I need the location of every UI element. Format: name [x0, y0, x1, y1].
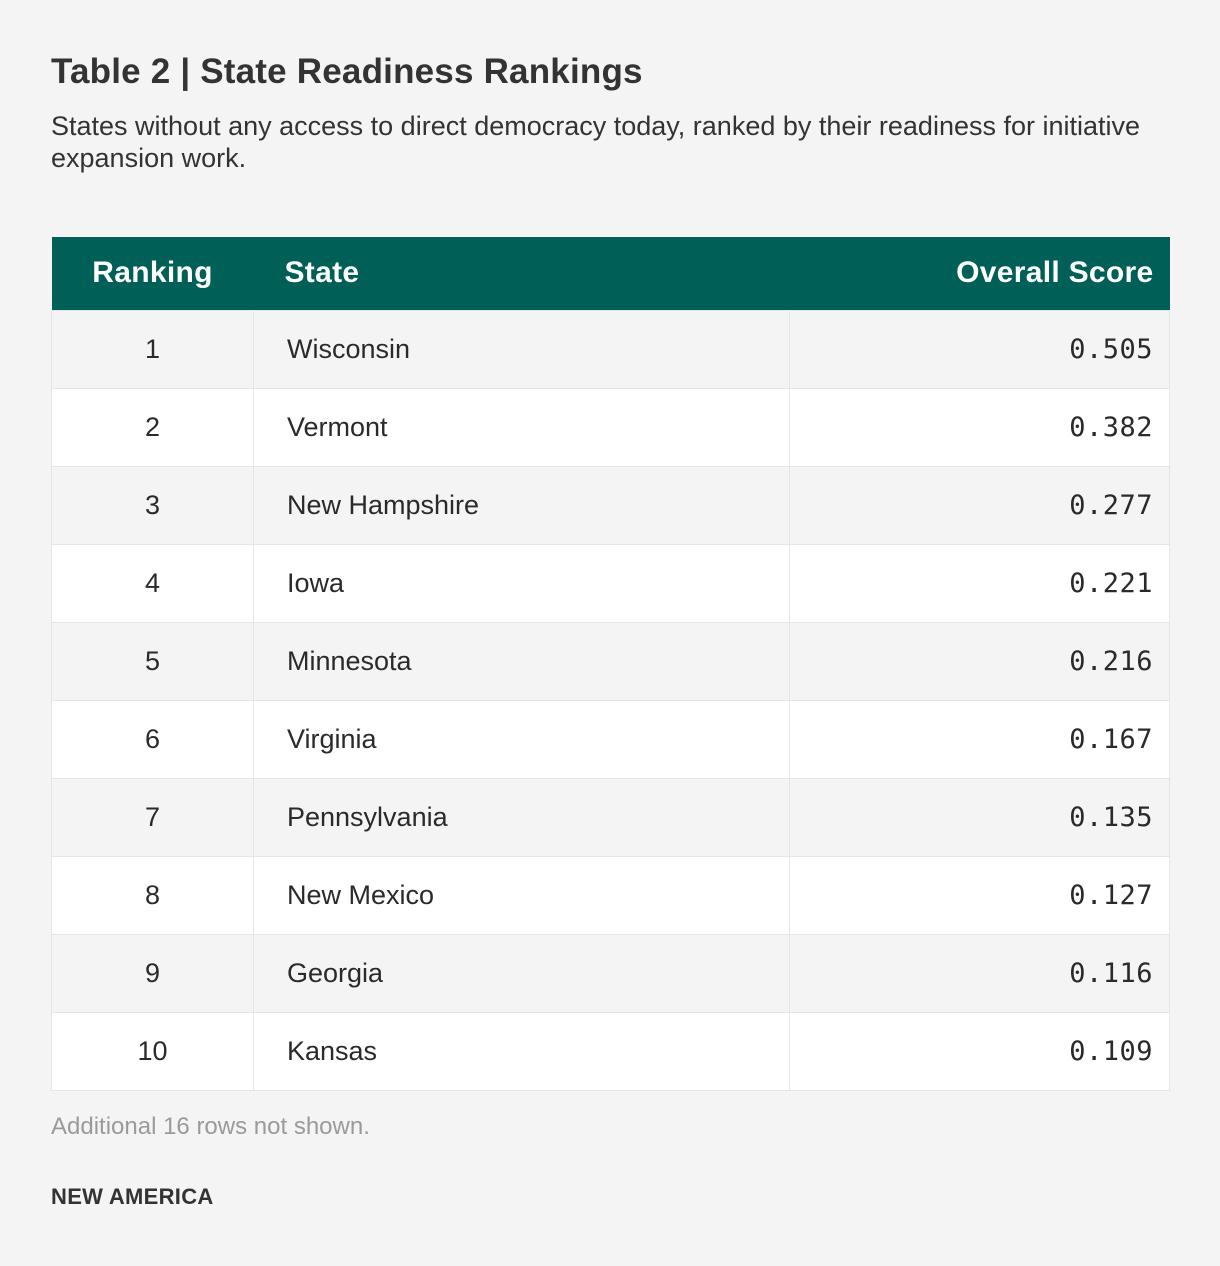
cell-state: Wisconsin	[253, 309, 790, 389]
table-row: 1 Wisconsin 0.505	[51, 309, 1170, 389]
cell-overall-score: 0.167	[789, 699, 1170, 779]
cell-state: Minnesota	[253, 621, 790, 701]
cell-overall-score: 0.505	[789, 309, 1170, 389]
cell-overall-score: 0.277	[789, 465, 1170, 545]
table-row: 8 New Mexico 0.127	[51, 855, 1170, 935]
cell-ranking: 3	[51, 465, 254, 545]
table-row: 3 New Hampshire 0.277	[51, 465, 1170, 545]
cell-state: Kansas	[253, 1011, 790, 1091]
cell-ranking: 9	[51, 933, 254, 1013]
cell-ranking: 6	[51, 699, 254, 779]
cell-overall-score: 0.127	[789, 855, 1170, 935]
cell-overall-score: 0.221	[789, 543, 1170, 623]
cell-ranking: 4	[51, 543, 254, 623]
cell-state: Iowa	[253, 543, 790, 623]
cell-state: Vermont	[253, 387, 790, 467]
table-body: 1 Wisconsin 0.505 2 Vermont 0.382 3 New …	[51, 309, 1170, 1091]
page-subtitle: States without any access to direct demo…	[51, 111, 1141, 173]
cell-state: New Mexico	[253, 855, 790, 935]
page-title: Table 2 | State Readiness Rankings	[51, 52, 643, 91]
table-row: 6 Virginia 0.167	[51, 699, 1170, 779]
column-header-state: State	[253, 237, 790, 310]
brand-logo-text: NEW AMERICA	[51, 1183, 214, 1209]
cell-ranking: 8	[51, 855, 254, 935]
cell-overall-score: 0.382	[789, 387, 1170, 467]
rankings-table: Ranking State Overall Score 1 Wisconsin …	[51, 237, 1170, 1091]
cell-state: Georgia	[253, 933, 790, 1013]
cell-ranking: 10	[51, 1011, 254, 1091]
table-row: 5 Minnesota 0.216	[51, 621, 1170, 701]
column-header-ranking: Ranking	[51, 237, 254, 310]
table-header-row: Ranking State Overall Score	[51, 237, 1170, 310]
cell-overall-score: 0.109	[789, 1011, 1170, 1091]
cell-ranking: 1	[51, 309, 254, 389]
cell-overall-score: 0.216	[789, 621, 1170, 701]
cell-state: Pennsylvania	[253, 777, 790, 857]
column-header-overall-score: Overall Score	[789, 237, 1170, 310]
cell-state: New Hampshire	[253, 465, 790, 545]
cell-overall-score: 0.116	[789, 933, 1170, 1013]
table-row: 9 Georgia 0.116	[51, 933, 1170, 1013]
table-header: Ranking State Overall Score	[51, 237, 1170, 310]
cell-ranking: 5	[51, 621, 254, 701]
table-row: 4 Iowa 0.221	[51, 543, 1170, 623]
table-row: 10 Kansas 0.109	[51, 1011, 1170, 1091]
cell-state: Virginia	[253, 699, 790, 779]
table-row: 2 Vermont 0.382	[51, 387, 1170, 467]
cell-overall-score: 0.135	[789, 777, 1170, 857]
rows-not-shown-note: Additional 16 rows not shown.	[51, 1112, 370, 1140]
table-figure: Table 2 | State Readiness Rankings State…	[51, 50, 1170, 1210]
table-row: 7 Pennsylvania 0.135	[51, 777, 1170, 857]
cell-ranking: 7	[51, 777, 254, 857]
cell-ranking: 2	[51, 387, 254, 467]
